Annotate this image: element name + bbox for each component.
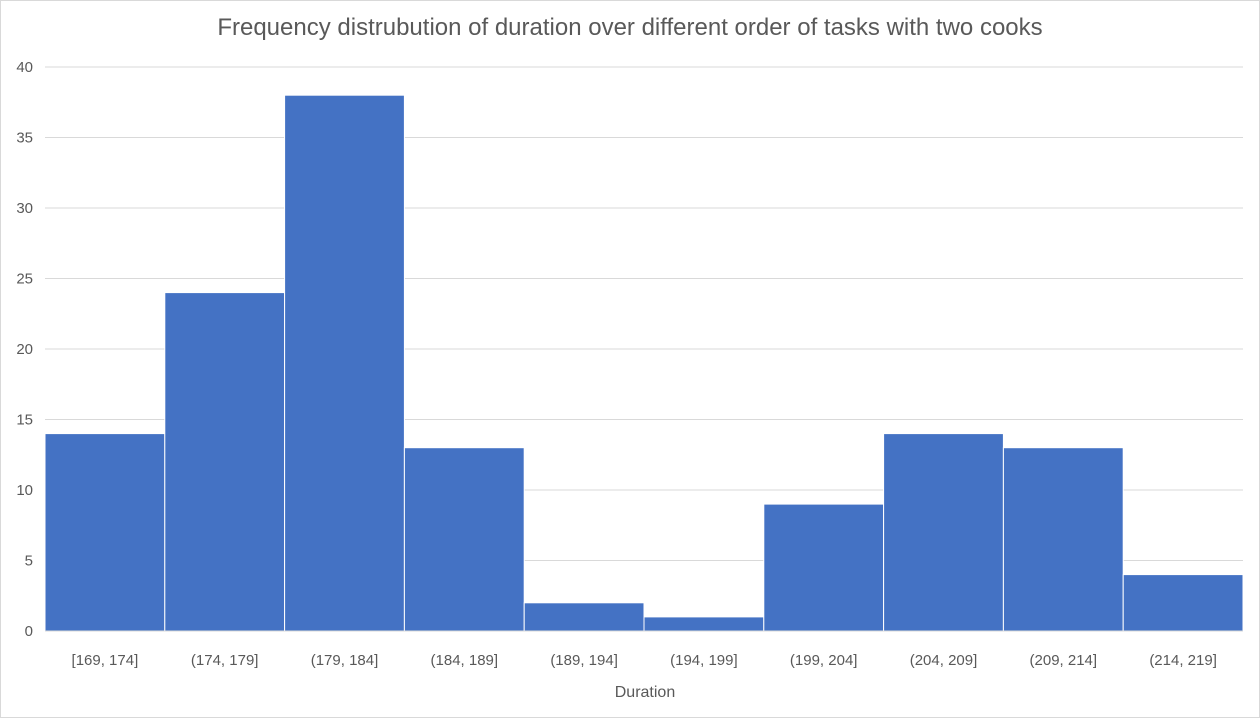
bar-2 bbox=[284, 94, 405, 632]
bar-9 bbox=[1122, 574, 1244, 632]
x-tick-label: (204, 209] bbox=[910, 652, 978, 669]
y-tick-label: 10 bbox=[16, 482, 33, 499]
x-tick-label: (184, 189] bbox=[431, 652, 499, 669]
y-tick-label: 20 bbox=[16, 341, 33, 358]
bars bbox=[44, 94, 1244, 632]
chart-title: Frequency distrubution of duration over … bbox=[217, 14, 1043, 41]
bar-8 bbox=[1002, 447, 1124, 632]
x-tick-label: (194, 199] bbox=[670, 652, 738, 669]
x-tick-label: (174, 179] bbox=[191, 652, 259, 669]
y-tick-label: 0 bbox=[25, 623, 33, 640]
x-tick-label: (179, 184] bbox=[311, 652, 379, 669]
bar-5 bbox=[643, 616, 765, 632]
x-tick-label: (209, 214] bbox=[1030, 652, 1098, 669]
bar-6 bbox=[763, 503, 885, 632]
bar-4 bbox=[523, 602, 645, 632]
bar-7 bbox=[883, 433, 1004, 632]
y-axis-ticks: 0 5 10 15 20 25 30 35 40 bbox=[16, 59, 33, 640]
bar-1 bbox=[164, 292, 286, 632]
x-tick-label: (189, 194] bbox=[550, 652, 618, 669]
bar-0 bbox=[44, 433, 166, 632]
y-tick-label: 35 bbox=[16, 130, 33, 147]
y-tick-label: 15 bbox=[16, 412, 33, 429]
y-tick-label: 25 bbox=[16, 271, 33, 288]
bar-3 bbox=[403, 447, 525, 632]
y-tick-label: 40 bbox=[16, 59, 33, 76]
x-axis-ticks: [169, 174] (174, 179] (179, 184] (184, 189]… bbox=[72, 652, 1217, 669]
x-tick-label: [169, 174] bbox=[72, 652, 139, 669]
x-tick-label: (214, 219] bbox=[1149, 652, 1217, 669]
x-tick-label: (199, 204] bbox=[790, 652, 858, 669]
y-tick-label: 5 bbox=[25, 553, 33, 570]
y-tick-label: 30 bbox=[16, 200, 33, 217]
x-axis-label: Duration bbox=[614, 684, 676, 701]
